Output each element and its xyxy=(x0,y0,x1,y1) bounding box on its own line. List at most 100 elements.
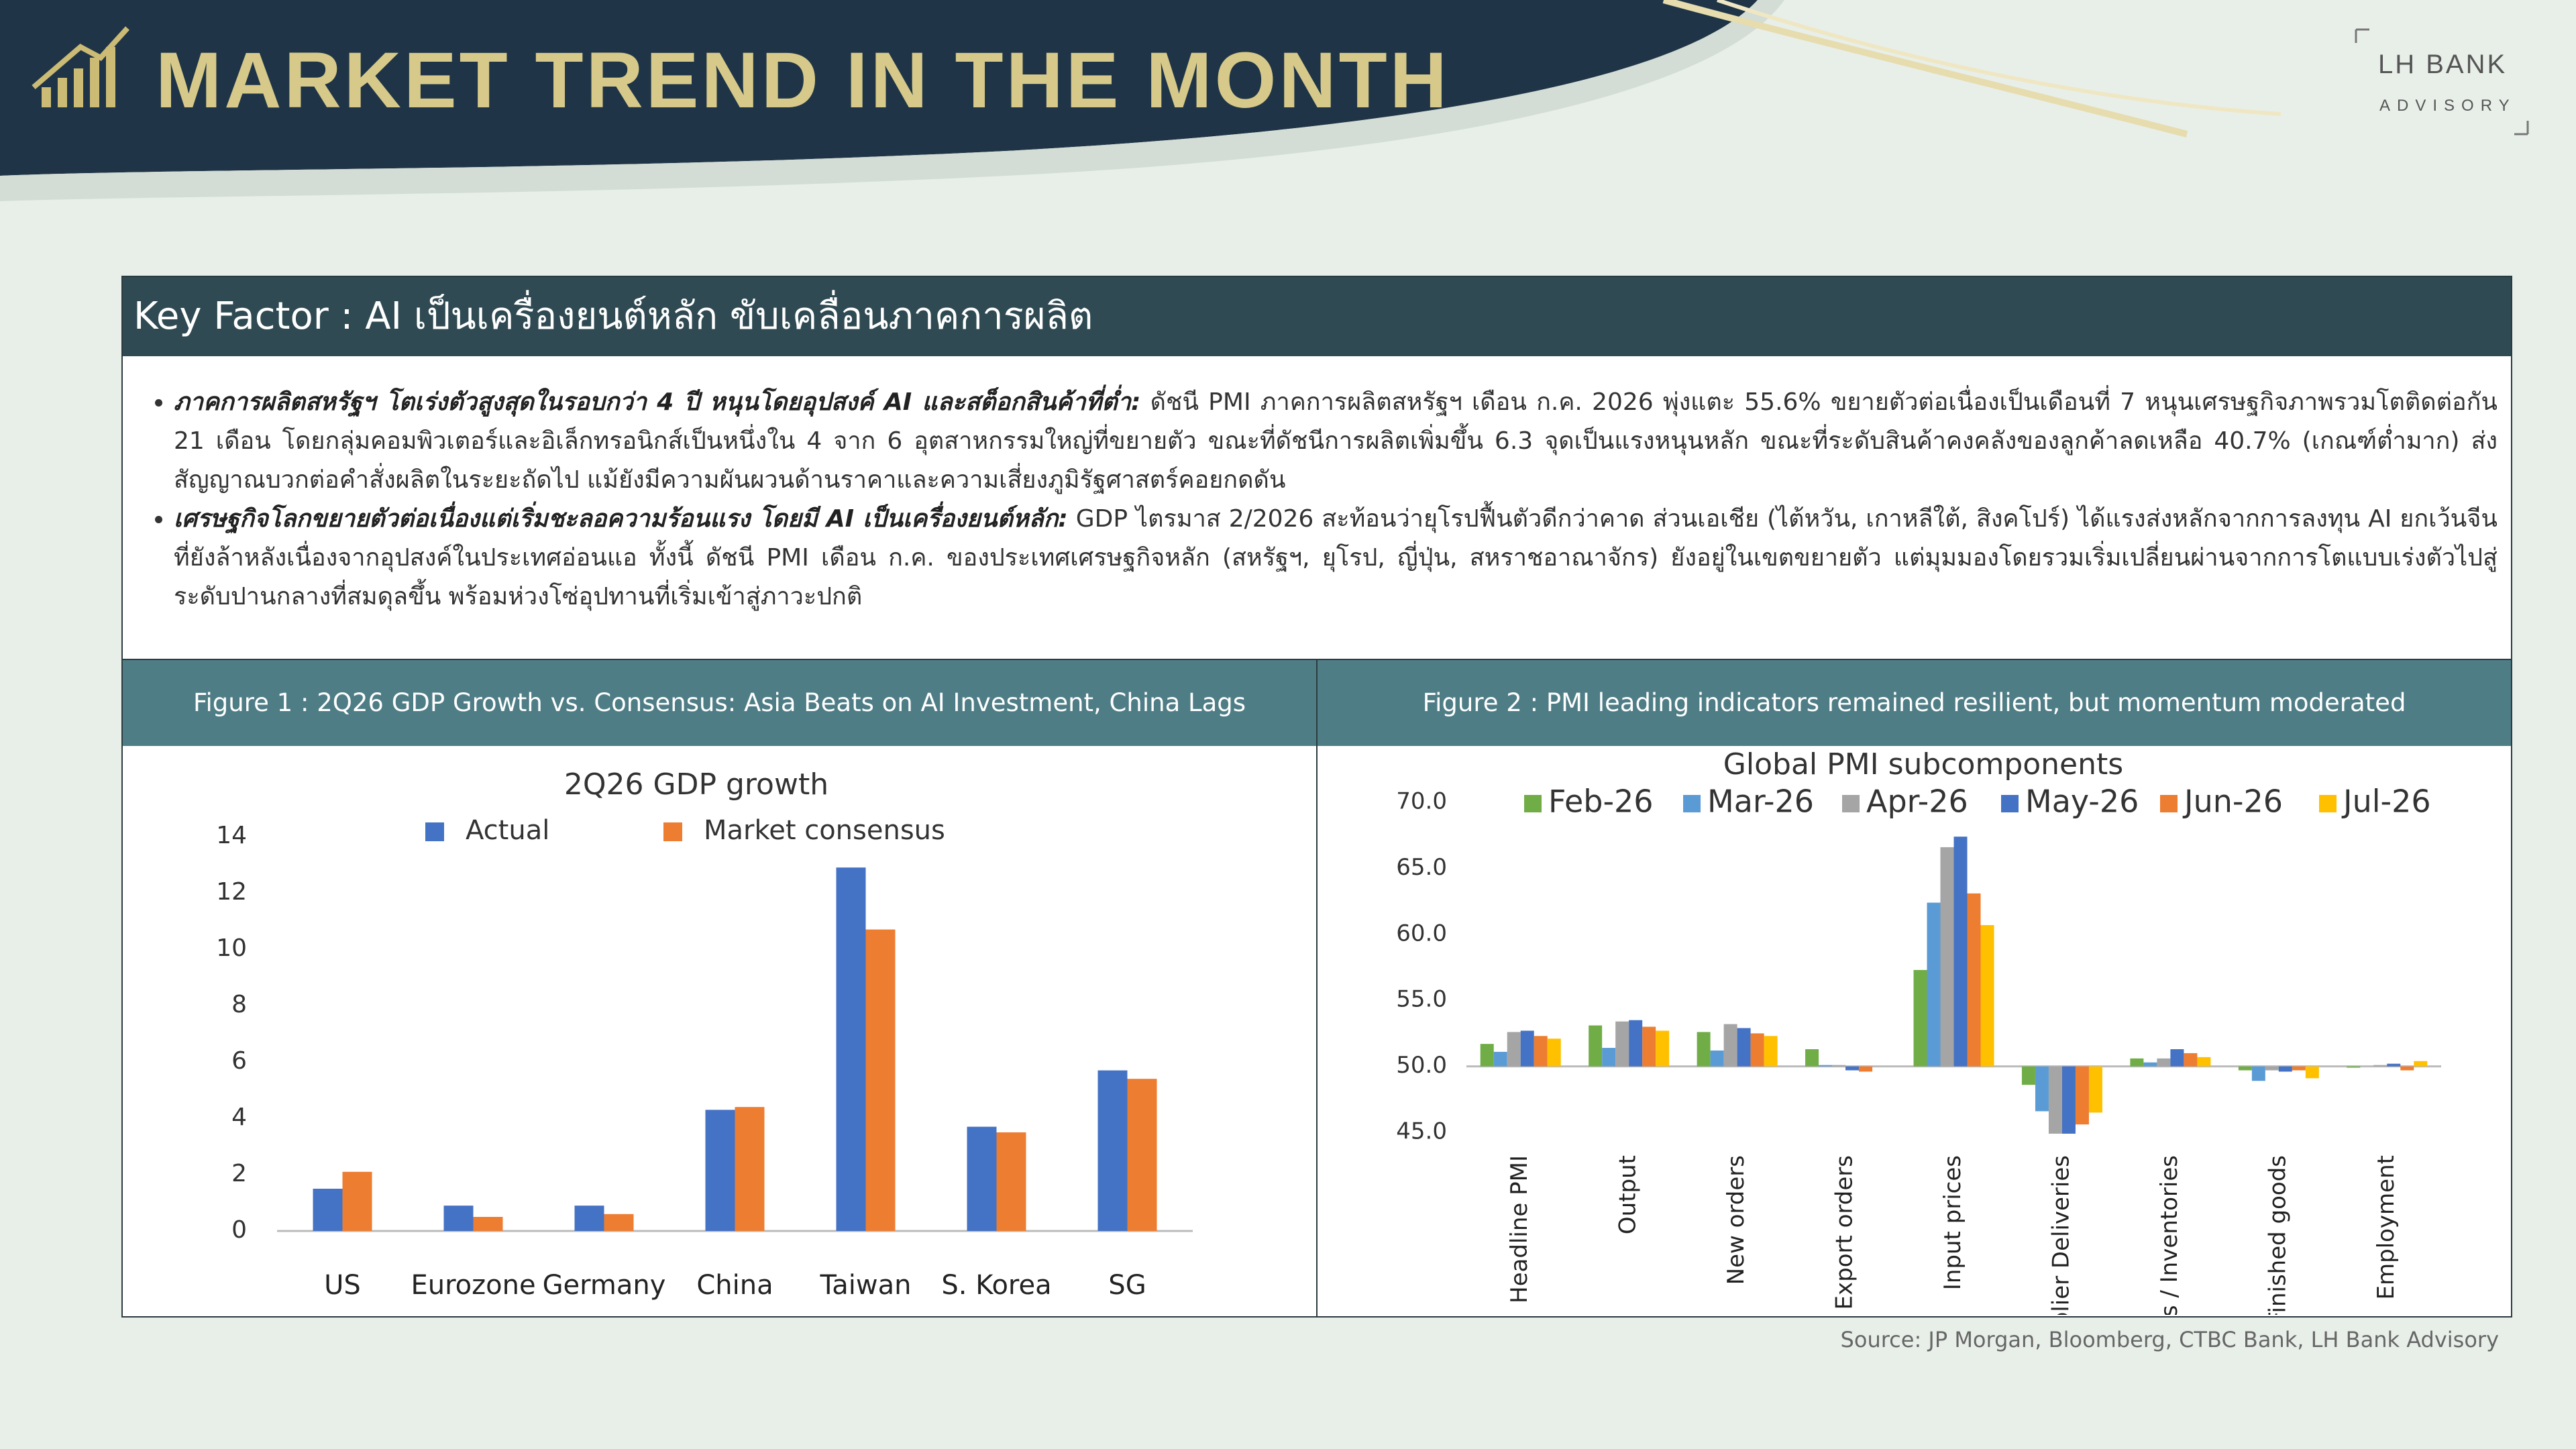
y-tick-label: 60.0 xyxy=(1396,920,1447,947)
bar xyxy=(1480,1044,1494,1067)
content-box: Key Factor : AI เป็นเครื่องยนต์หลัก ขับเ… xyxy=(121,276,2512,1318)
bullet-lead: ภาคการผลิตสหรัฐฯ โตเร่งตัวสูงสุดในรอบกว่… xyxy=(174,388,1141,416)
bar xyxy=(2265,1066,2279,1071)
bar xyxy=(1750,1033,1764,1067)
y-tick-label: 70.0 xyxy=(1396,788,1447,815)
legend-swatch xyxy=(2160,795,2178,812)
legend-swatch xyxy=(1524,795,1542,812)
y-tick-label: 10 xyxy=(216,934,247,962)
bar xyxy=(1859,1066,1873,1072)
bar xyxy=(1723,1024,1737,1067)
y-tick-label: 8 xyxy=(231,991,247,1018)
bar xyxy=(1534,1036,1548,1067)
divider xyxy=(1316,660,1318,1316)
bullet: เศรษฐกิจโลกขยายตัวต่อเนื่องแต่เริ่มชะลอค… xyxy=(174,500,2498,616)
bar xyxy=(1967,893,1981,1067)
bar xyxy=(2414,1061,2428,1067)
bar xyxy=(342,1171,372,1231)
legend-label: Feb-26 xyxy=(1548,784,1654,820)
x-tick-label: Stocks / Inventories xyxy=(2156,1155,2183,1315)
x-tick-label: US xyxy=(324,1270,361,1301)
bar xyxy=(2035,1066,2049,1112)
chart: 2Q26 GDP growth Actual Market consensus 0 2 4… xyxy=(216,767,1193,1301)
y-tick-label: 12 xyxy=(216,878,247,906)
source-note: Source: JP Morgan, Bloomberg, CTBC Bank,… xyxy=(1840,1327,2499,1352)
bar xyxy=(2075,1066,2089,1125)
y-tick-label: 50.0 xyxy=(1396,1052,1447,1079)
figure-caption: Figure 2 : PMI leading indicators remain… xyxy=(1318,660,2511,746)
bar xyxy=(313,1189,343,1231)
bar xyxy=(2130,1058,2144,1067)
bullet-text: ดัชนี PMI ภาคการผลิตสหรัฐฯ เดือน ก.ค. 20… xyxy=(174,388,2498,494)
divider xyxy=(123,659,2511,660)
bar xyxy=(1737,1028,1751,1067)
bar xyxy=(1710,1050,1724,1067)
bar xyxy=(705,1110,735,1231)
y-tick-label: 6 xyxy=(231,1047,247,1075)
y-tick-label: 14 xyxy=(216,822,247,849)
bar xyxy=(836,867,866,1231)
legend-label: Actual xyxy=(466,815,549,846)
chart-title: 2Q26 GDP growth xyxy=(564,767,828,802)
bar xyxy=(473,1217,503,1231)
y-tick-label: 45.0 xyxy=(1396,1118,1447,1145)
bar xyxy=(2387,1063,2401,1067)
legend-swatch xyxy=(425,822,444,841)
banner-curve xyxy=(1717,0,2282,116)
x-tick-label: Input prices xyxy=(1939,1155,1966,1290)
x-tick-label: Output xyxy=(1615,1155,1642,1234)
bar xyxy=(1493,1051,1507,1067)
chart-title: Global PMI subcomponents xyxy=(1723,747,2123,782)
bar xyxy=(1642,1026,1656,1067)
bar xyxy=(996,1132,1026,1231)
logo-name: LH BANK xyxy=(2378,50,2508,79)
x-tick-label: Headline PMI xyxy=(1506,1155,1533,1303)
x-tick-label: Germany xyxy=(543,1270,666,1301)
x-tick-label: New orders xyxy=(1723,1155,1750,1285)
title-icon xyxy=(32,26,129,107)
bar xyxy=(1520,1030,1534,1067)
bullet-list: ภาคการผลิตสหรัฐฯ โตเร่งตัวสูงสุดในรอบกว่… xyxy=(136,383,2498,616)
y-tick-label: 65.0 xyxy=(1396,854,1447,881)
bar xyxy=(2251,1066,2265,1081)
legend-swatch xyxy=(1683,795,1701,812)
figure-caption: Figure 1 : 2Q26 GDP Growth vs. Consensus… xyxy=(123,660,1316,746)
x-tick-label: Export orders xyxy=(1831,1155,1858,1309)
bar xyxy=(2278,1066,2292,1072)
legend-label: Mar-26 xyxy=(1707,784,1814,820)
x-tick-label: Eurozone xyxy=(411,1270,535,1301)
x-tick-label: Employment xyxy=(2373,1155,2400,1299)
legend-swatch xyxy=(663,822,682,841)
bar xyxy=(1547,1038,1561,1067)
bar xyxy=(1927,902,1941,1067)
bar xyxy=(1819,1065,1833,1067)
bullet-lead: เศรษฐกิจโลกขยายตัวต่อเนื่องแต่เริ่มชะลอค… xyxy=(174,505,1068,533)
bar xyxy=(1097,1070,1128,1231)
page-title: MARKET TREND IN THE MONTH xyxy=(156,36,1450,125)
bar xyxy=(1980,925,1994,1067)
bar xyxy=(1127,1079,1157,1231)
bar xyxy=(1589,1025,1603,1067)
bar xyxy=(1507,1032,1521,1067)
header-banner xyxy=(0,0,2529,201)
legend-swatch xyxy=(2319,795,2337,812)
x-tick-label: Taiwan xyxy=(819,1270,911,1301)
bar xyxy=(1805,1049,1819,1067)
bar xyxy=(2170,1049,2184,1067)
x-tick-label: S. Korea xyxy=(941,1270,1051,1301)
banner-wave xyxy=(0,0,1758,176)
bar xyxy=(2238,1066,2252,1071)
bar xyxy=(2143,1062,2157,1067)
bar xyxy=(1832,1065,1846,1067)
bar xyxy=(2292,1066,2306,1071)
x-tick-label: SG xyxy=(1108,1270,1146,1301)
bar xyxy=(865,929,896,1231)
banner-shadow xyxy=(0,0,1784,201)
bar xyxy=(735,1107,765,1231)
chart: Global PMI subcomponents Feb-26 Mar-26 Apr-… xyxy=(1396,747,2441,1315)
x-tick-label: Finished goods xyxy=(2264,1155,2291,1315)
bar xyxy=(1913,969,1927,1067)
bar xyxy=(1656,1030,1670,1067)
bar xyxy=(967,1126,997,1231)
